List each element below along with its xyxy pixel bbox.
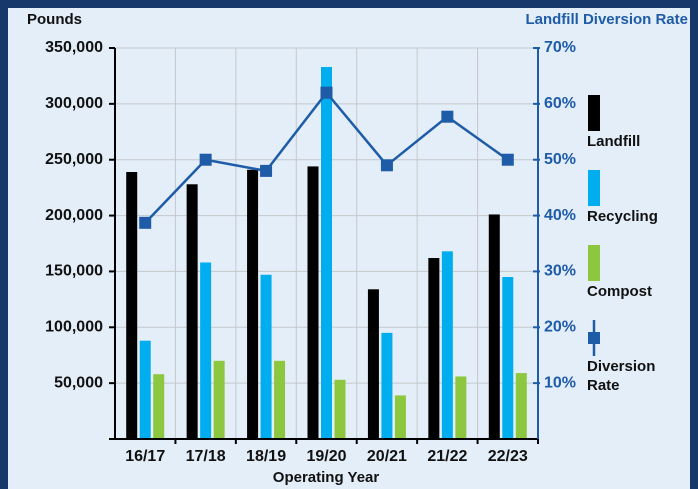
y2-tick-label: 20% (544, 319, 576, 336)
y2-tick-label: 10% (544, 374, 576, 391)
bar (186, 184, 198, 439)
line-marker (139, 216, 152, 229)
line-marker (199, 153, 212, 166)
x-tick-label: 17/18 (186, 448, 226, 465)
line-marker (501, 153, 514, 166)
bar (153, 374, 165, 439)
background (8, 8, 690, 489)
bar (200, 262, 212, 439)
x-tick-label: 20/21 (367, 448, 407, 465)
bar (367, 289, 379, 439)
legend-swatch (588, 170, 600, 206)
legend-label: Recycling (587, 208, 658, 225)
y2-tick-label: 30% (544, 263, 576, 280)
legend-swatch (588, 95, 600, 131)
x-axis-title: Operating Year (273, 469, 380, 486)
bar (502, 277, 514, 439)
y-tick-label: 100,000 (45, 319, 103, 336)
legend-item: Landfill (587, 133, 641, 150)
bar (321, 66, 332, 440)
bar (515, 373, 527, 439)
grid (115, 47, 538, 439)
legend-marker (588, 332, 600, 344)
bar (247, 169, 259, 440)
bar (394, 395, 406, 439)
y-tick-label: 250,000 (45, 151, 103, 168)
y2-tick-label: 60% (544, 95, 576, 112)
line-marker (320, 86, 333, 99)
y-tick-label: 200,000 (45, 207, 103, 224)
bar (428, 258, 440, 439)
x-tick-label: 16/17 (125, 448, 165, 465)
y-tick-label: 300,000 (45, 95, 103, 112)
bar (307, 166, 319, 439)
legend-swatch (588, 245, 600, 281)
y-tick-label: 50,000 (54, 374, 103, 391)
x-tick-label: 18/19 (246, 448, 286, 465)
y2-axis-title: Landfill Diversion Rate (525, 11, 688, 28)
legend-item: Recycling (587, 208, 658, 225)
bar (274, 360, 286, 439)
y-tick-label: 150,000 (45, 263, 103, 280)
bar (441, 251, 453, 439)
x-tick-label: 21/22 (427, 448, 467, 465)
line-marker (441, 110, 454, 123)
y-axis-title: Pounds (27, 11, 82, 28)
x-tick-label: 19/20 (306, 448, 346, 465)
y2-tick-label: 40% (544, 207, 576, 224)
bar (213, 360, 225, 439)
line-marker (380, 159, 393, 172)
bar (126, 172, 138, 439)
legend-label: Landfill (587, 133, 641, 150)
y2-tick-label: 70% (544, 39, 576, 56)
y-tick-label: 350,000 (45, 39, 103, 56)
legend-label: Diversion Rate (587, 358, 656, 394)
y2-tick-label: 50% (544, 151, 576, 168)
line-marker (260, 164, 273, 177)
legend-item: Diversion Rate (587, 358, 656, 394)
bar (260, 274, 272, 439)
bar (139, 340, 151, 439)
bar (381, 332, 393, 439)
bar (334, 379, 346, 439)
bar (488, 214, 500, 439)
x-tick-label: 22/23 (488, 448, 528, 465)
bar (455, 376, 467, 439)
legend-label: Compost (587, 283, 652, 300)
legend-item: Compost (587, 283, 652, 300)
